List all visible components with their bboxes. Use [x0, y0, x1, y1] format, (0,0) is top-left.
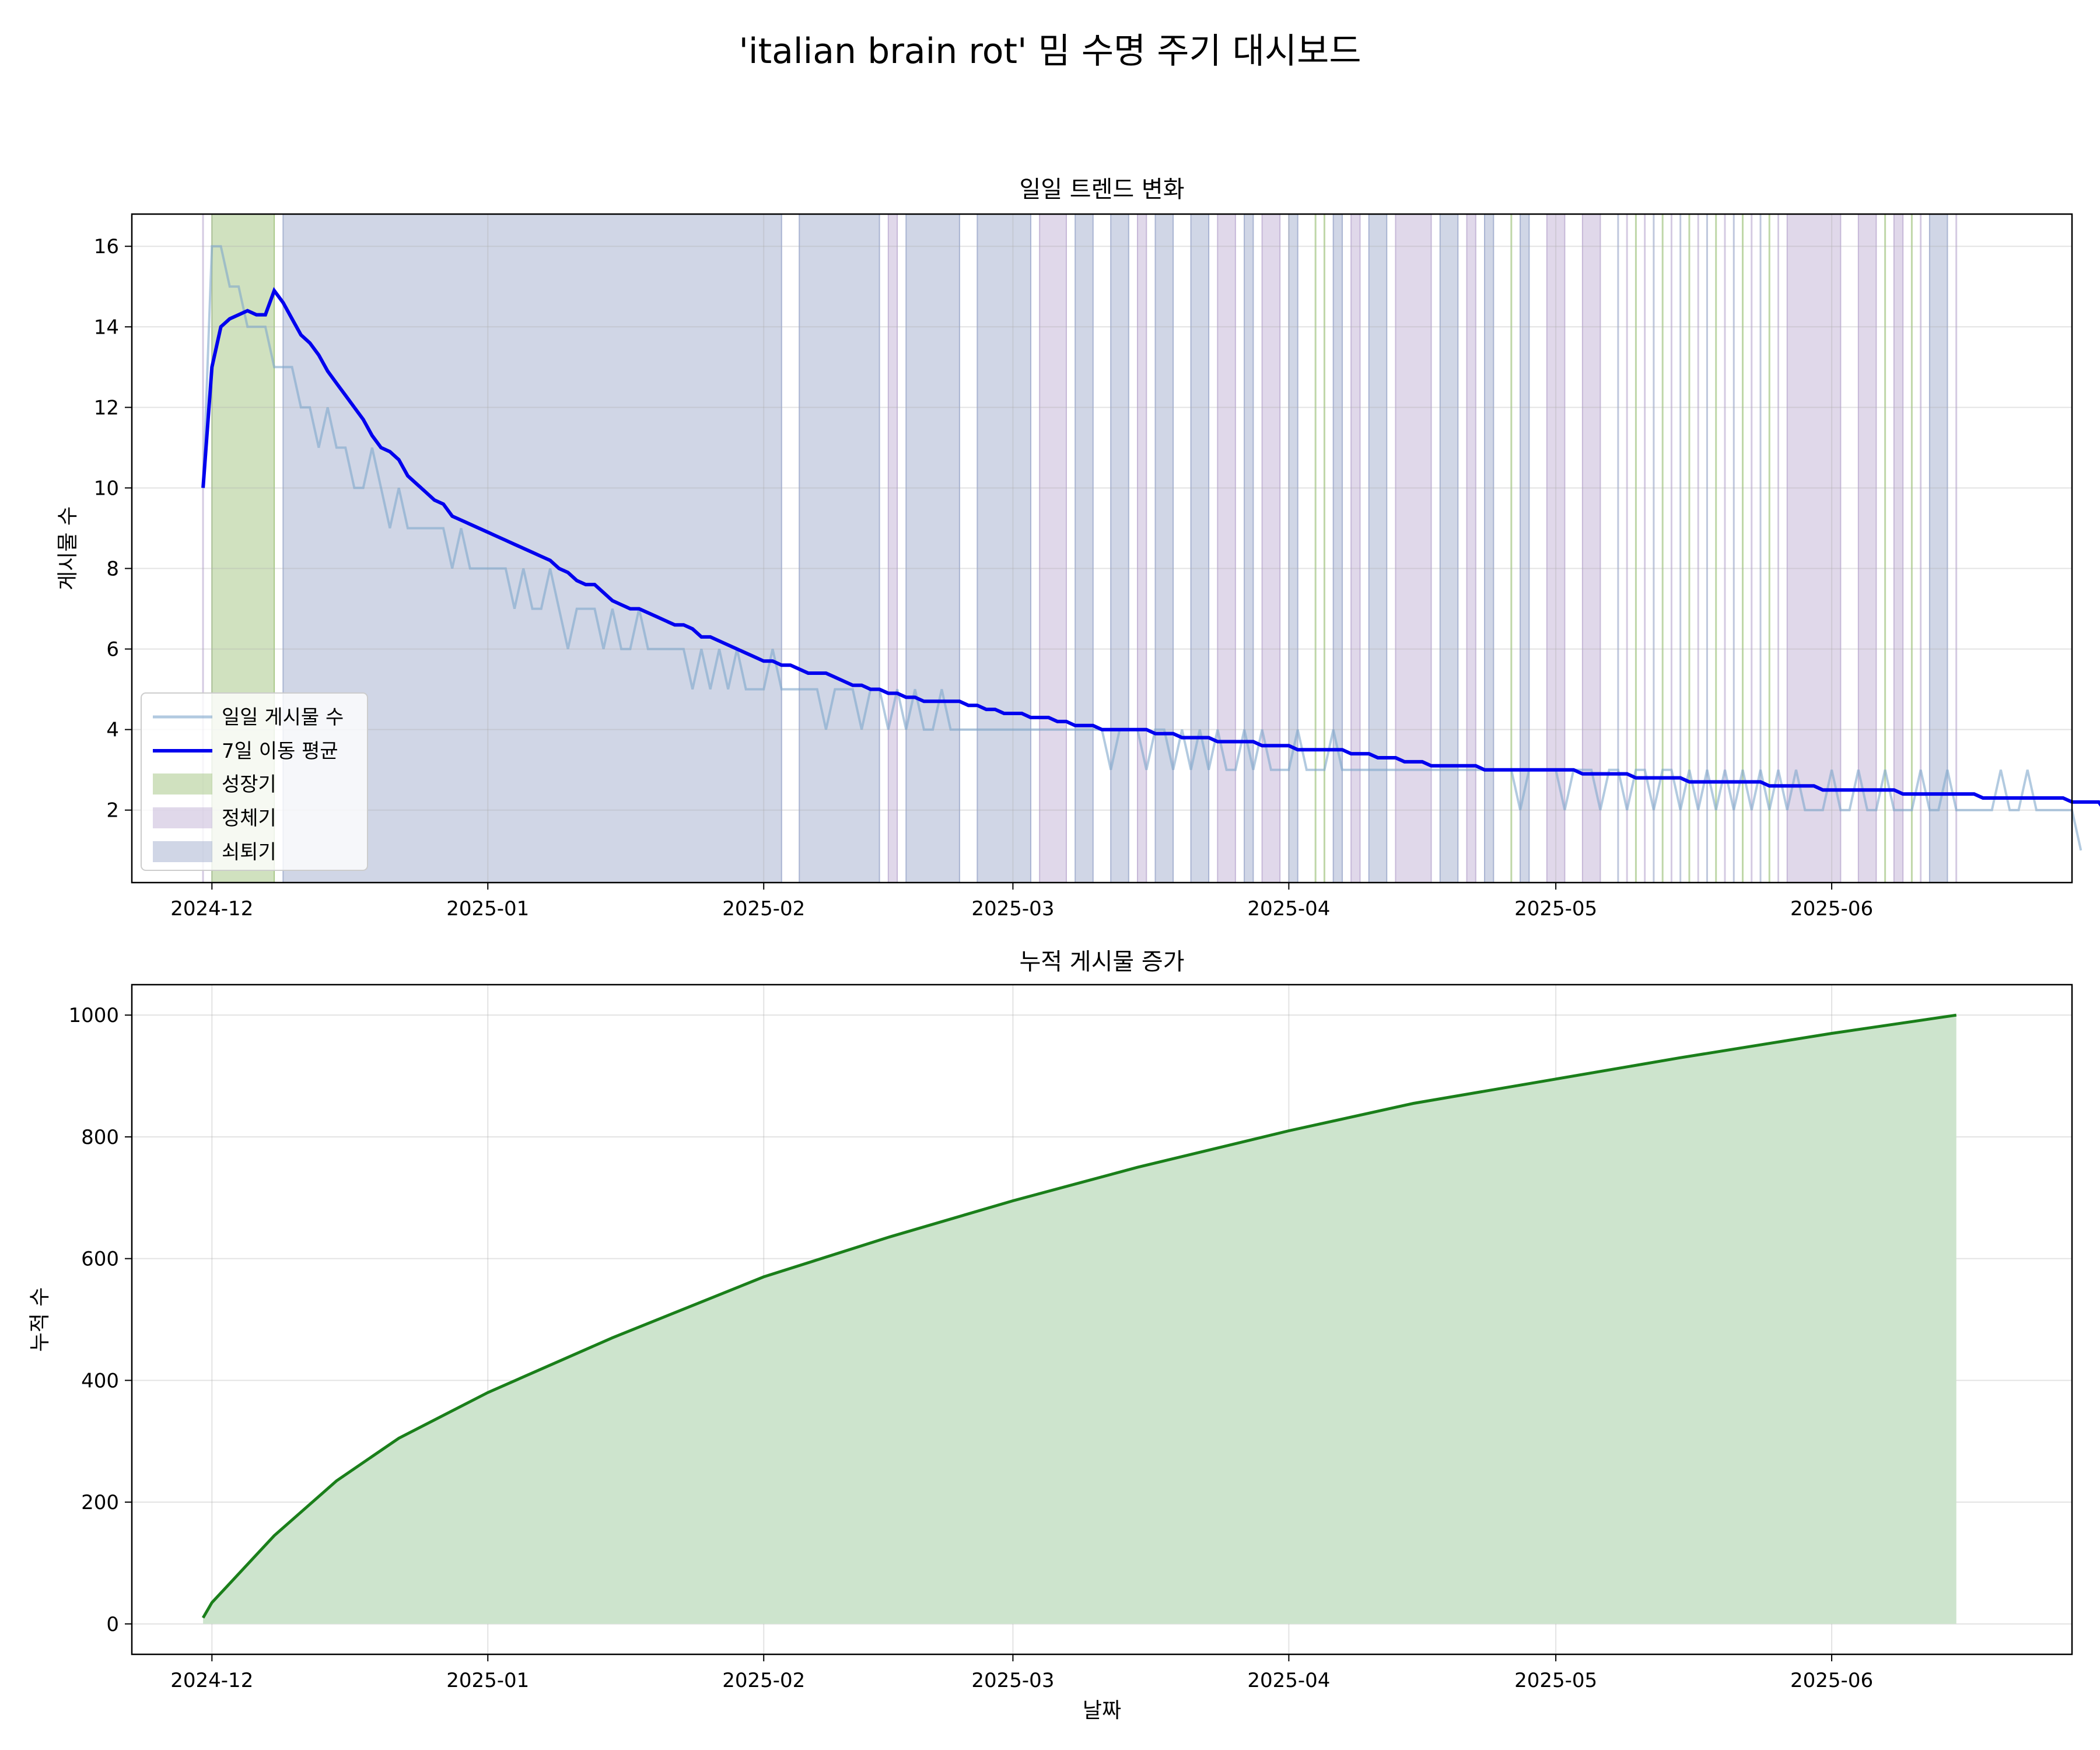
y-tick-label: 4 — [106, 719, 119, 742]
y-tick-label: 10 — [94, 477, 119, 500]
phase-region — [1154, 214, 1174, 883]
legend-growth-label: 성장기 — [222, 773, 276, 796]
cumulative-title: 누적 게시물 증가 — [1019, 949, 1184, 975]
daily-y-axis-label: 게시물 수 — [56, 506, 80, 590]
y-tick-label: 12 — [94, 396, 119, 419]
x-tick-label: 2025-01 — [446, 897, 529, 921]
y-tick-label: 8 — [106, 558, 119, 581]
phase-region — [1581, 214, 1601, 883]
phase-region — [1350, 214, 1361, 883]
legend-growth-swatch — [153, 774, 212, 794]
phase-region — [1217, 214, 1236, 883]
phase-region — [1786, 214, 1842, 883]
daily-trend-title: 일일 트렌드 변화 — [1019, 176, 1184, 203]
x-tick-label: 2025-03 — [971, 897, 1054, 921]
x-tick-label: 2025-04 — [1247, 897, 1330, 921]
cumulative-line — [201, 1013, 1957, 1619]
phase-region — [1368, 214, 1388, 883]
phase-region — [977, 214, 1031, 883]
phase-region — [799, 214, 880, 883]
phase-region — [1332, 214, 1343, 883]
x-tick-label: 2025-02 — [722, 897, 805, 921]
y-tick-label: 600 — [81, 1248, 119, 1271]
y-tick-label: 400 — [81, 1369, 119, 1392]
daily-x-axis: 2024-12 2025-01 2025-02 2025-03 2025-04 2025-… — [170, 883, 1873, 921]
daily-grid — [132, 214, 2072, 883]
y-tick-label: 2 — [106, 799, 119, 822]
y-tick-label: 1000 — [68, 1004, 119, 1027]
y-tick-label: 800 — [81, 1126, 119, 1149]
phase-region — [1288, 214, 1298, 883]
dashboard-title: 'italian brain rot' 밈 수명 주기 대시보드 — [738, 31, 1361, 72]
cumulative-y-axis-label: 누적 수 — [28, 1287, 52, 1352]
x-tick-label: 2025-06 — [1790, 897, 1873, 921]
phase-region — [1137, 214, 1147, 883]
daily-plot-frame — [131, 213, 2073, 884]
y-tick-label: 200 — [81, 1491, 119, 1514]
x-tick-label: 2025-05 — [1514, 897, 1597, 921]
daily-posts-line — [202, 245, 2082, 851]
phase-region — [1395, 214, 1432, 883]
cumulative-x-axis: 2024-12 2025-01 2025-02 2025-03 2025-04 2025-… — [170, 1654, 1873, 1692]
x-tick-label: 2025-03 — [971, 1669, 1054, 1692]
x-tick-label: 2025-06 — [1790, 1669, 1873, 1692]
phase-region — [1074, 214, 1094, 883]
cumulative-plot-frame — [131, 984, 2073, 1656]
x-tick-label: 2025-05 — [1514, 1669, 1597, 1692]
legend-decline-label: 쇠퇴기 — [222, 841, 276, 864]
cumulative-chart: 누적 게시물 증가 2024-12 2025-01 2025-02 2025-03 20… — [28, 949, 2073, 1723]
y-tick-label: 16 — [94, 235, 119, 258]
daily-y-axis: 2 4 6 8 10 12 14 16 — [94, 235, 132, 822]
y-tick-label: 6 — [106, 638, 119, 662]
phase-region — [1520, 214, 1530, 883]
phase-region — [1439, 214, 1459, 883]
phase-region — [1261, 214, 1281, 883]
daily-trend-chart: 일일 트렌드 변화 2024-12 2025-01 2025-02 2025-03 20… — [56, 176, 2100, 921]
cumulative-area — [203, 1015, 1957, 1624]
phase-region — [905, 214, 960, 883]
phase-region — [1190, 214, 1210, 883]
phase-region — [1110, 214, 1129, 883]
phase-region — [1466, 214, 1476, 883]
legend-decline-swatch — [153, 841, 212, 862]
x-tick-label: 2024-12 — [170, 1669, 253, 1692]
x-tick-label: 2025-04 — [1247, 1669, 1330, 1692]
phase-regions — [202, 214, 1958, 883]
y-tick-label: 14 — [94, 316, 119, 339]
legend-stagnation-swatch — [153, 807, 212, 828]
moving-average-line — [201, 286, 2100, 807]
cumulative-x-axis-label: 날짜 — [1083, 1699, 1121, 1723]
x-tick-label: 2025-02 — [722, 1669, 805, 1692]
phase-region — [887, 214, 898, 883]
phase-region — [1893, 214, 1904, 883]
phase-region — [1039, 214, 1067, 883]
y-tick-label: 0 — [106, 1613, 119, 1636]
phase-region — [1244, 214, 1254, 883]
phase-region — [1484, 214, 1494, 883]
legend: 일일 게시물 수 7일 이동 평균 성장기 정체기 쇠퇴기 — [141, 692, 368, 871]
x-tick-label: 2024-12 — [170, 897, 253, 921]
legend-ma-label: 7일 이동 평균 — [222, 740, 338, 763]
cumulative-y-axis: 0 200 400 600 800 1000 — [68, 1004, 132, 1636]
legend-daily-label: 일일 게시물 수 — [222, 706, 344, 729]
x-tick-label: 2025-01 — [446, 1669, 529, 1692]
legend-stagnation-label: 정체기 — [222, 807, 276, 830]
